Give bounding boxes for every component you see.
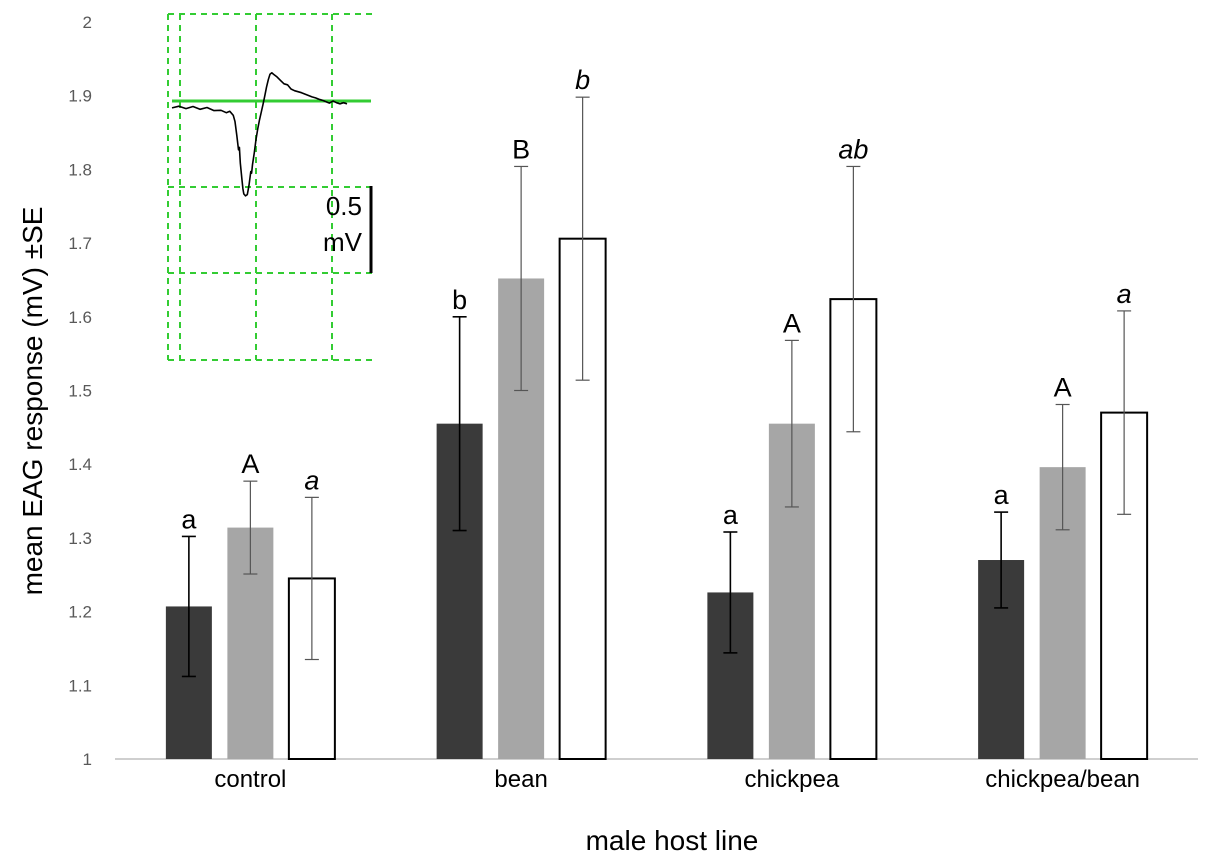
- y-tick-label: 1.7: [68, 234, 92, 253]
- plot-area: 1 1.1 1.2 1.3 1.4 1.5 1.6 1.7 1.8 1.9 2 a Aa control b…: [68, 13, 1198, 793]
- y-tick-label: 1.9: [68, 87, 92, 106]
- x-tick-label: bean: [494, 766, 547, 793]
- y-tick-label: 2: [83, 13, 92, 32]
- significance-label: a: [1117, 279, 1132, 309]
- significance-label: B: [512, 134, 530, 164]
- y-tick-label: 1.4: [68, 455, 92, 474]
- x-tick-label: chickpea: [745, 766, 840, 793]
- significance-label: A: [1054, 373, 1072, 403]
- significance-label: a: [304, 465, 319, 495]
- significance-label: A: [783, 308, 801, 338]
- inset-scale-value: 0.5: [326, 191, 362, 221]
- inset-eag-trace: [171, 72, 348, 197]
- eag-trace-inset: 0.5 mV: [167, 13, 373, 361]
- significance-label: A: [241, 449, 259, 479]
- x-tick-label: control: [214, 766, 286, 793]
- y-tick-label: 1.6: [68, 308, 92, 327]
- significance-label: a: [994, 480, 1010, 510]
- y-tick-label: 1.1: [68, 676, 92, 695]
- x-axis-title: male host line: [586, 825, 759, 856]
- significance-label: a: [723, 500, 739, 530]
- inset-scale-unit: mV: [323, 227, 363, 257]
- y-tick-label: 1.2: [68, 603, 92, 622]
- y-axis-title: mean EAG response (mV) ±SE: [17, 207, 48, 596]
- y-tick-label: 1.3: [68, 529, 92, 548]
- y-tick-label: 1: [83, 750, 92, 769]
- significance-label: b: [452, 285, 467, 315]
- y-tick-label: 1.8: [68, 160, 92, 179]
- y-tick-label: 1.5: [68, 382, 92, 401]
- x-tick-label: chickpea/bean: [985, 766, 1140, 793]
- significance-label: ab: [838, 134, 868, 164]
- significance-label: a: [181, 504, 197, 534]
- significance-label: b: [575, 65, 590, 95]
